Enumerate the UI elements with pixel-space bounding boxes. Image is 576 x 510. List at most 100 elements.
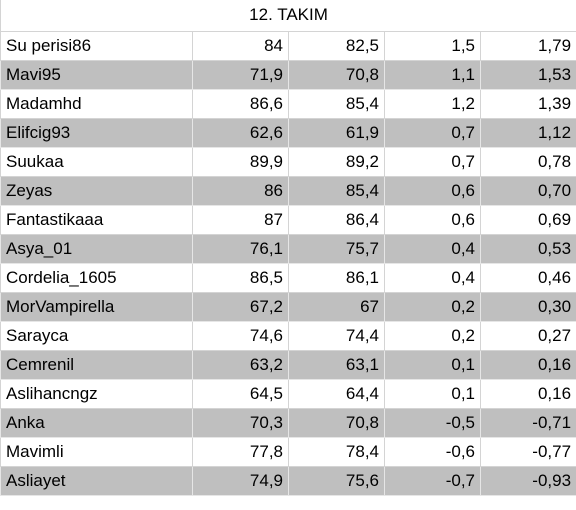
- name-cell: Asliayet: [0, 465, 193, 496]
- value-cell: 86,4: [288, 204, 385, 235]
- name-cell: Aslihancngz: [0, 378, 193, 409]
- title-row: 12. TAKIM: [0, 0, 576, 32]
- value-cell: 86,6: [192, 88, 289, 119]
- name-cell: Zeyas: [0, 175, 193, 206]
- name-cell: Mavi95: [0, 59, 193, 90]
- value-cell: 0,2: [384, 291, 481, 322]
- value-cell: 1,5: [384, 30, 481, 61]
- value-cell: 74,6: [192, 320, 289, 351]
- value-cell: -0,6: [384, 436, 481, 467]
- value-cell: 1,79: [479, 30, 576, 61]
- name-cell: MorVampirella: [0, 291, 193, 322]
- table-row: Fantastikaaa 87 86,4 0,6 0,69: [0, 204, 576, 235]
- value-cell: 74,9: [192, 465, 289, 496]
- value-cell: 77,8: [192, 436, 289, 467]
- value-cell: -0,93: [479, 465, 576, 496]
- score-table: 12. TAKIM Su perisi86 84 82,5 1,5 1,79 Mavi95…: [0, 0, 576, 496]
- table-row: Cordelia_1605 86,5 86,1 0,4 0,46: [0, 262, 576, 293]
- value-cell: 89,9: [192, 146, 289, 177]
- value-cell: 0,16: [479, 378, 576, 409]
- name-cell: Mavimli: [0, 436, 193, 467]
- name-cell: Fantastikaaa: [0, 204, 193, 235]
- value-cell: 1,1: [384, 59, 481, 90]
- value-cell: 84: [192, 30, 289, 61]
- name-cell: Suukaa: [0, 146, 193, 177]
- table-row: Zeyas 86 85,4 0,6 0,70: [0, 175, 576, 206]
- value-cell: 89,2: [288, 146, 385, 177]
- value-cell: 1,39: [479, 88, 576, 119]
- value-cell: -0,5: [384, 407, 481, 438]
- table-row: MorVampirella 67,2 67 0,2 0,30: [0, 291, 576, 322]
- table-row: Suukaa 89,9 89,2 0,7 0,78: [0, 146, 576, 177]
- value-cell: 0,6: [384, 204, 481, 235]
- value-cell: 1,53: [479, 59, 576, 90]
- value-cell: 82,5: [288, 30, 385, 61]
- value-cell: 0,16: [479, 349, 576, 380]
- value-cell: 0,4: [384, 262, 481, 293]
- value-cell: 86,5: [192, 262, 289, 293]
- value-cell: 85,4: [288, 88, 385, 119]
- value-cell: 70,8: [288, 59, 385, 90]
- value-cell: 63,2: [192, 349, 289, 380]
- value-cell: 0,7: [384, 146, 481, 177]
- value-cell: 71,9: [192, 59, 289, 90]
- value-cell: 61,9: [288, 117, 385, 148]
- value-cell: 1,2: [384, 88, 481, 119]
- value-cell: 0,1: [384, 349, 481, 380]
- name-cell: Asya_01: [0, 233, 193, 264]
- value-cell: 0,7: [384, 117, 481, 148]
- table-row: Asya_01 76,1 75,7 0,4 0,53: [0, 233, 576, 264]
- table-body: 12. TAKIM Su perisi86 84 82,5 1,5 1,79 Mavi95…: [0, 0, 576, 496]
- value-cell: 64,5: [192, 378, 289, 409]
- value-cell: 0,69: [479, 204, 576, 235]
- name-cell: Anka: [0, 407, 193, 438]
- name-cell: Su perisi86: [0, 30, 193, 61]
- table-row: Anka 70,3 70,8 -0,5 -0,71: [0, 407, 576, 438]
- value-cell: 67,2: [192, 291, 289, 322]
- table-row: Sarayca 74,6 74,4 0,2 0,27: [0, 320, 576, 351]
- name-cell: Cemrenil: [0, 349, 193, 380]
- value-cell: 75,7: [288, 233, 385, 264]
- value-cell: 0,53: [479, 233, 576, 264]
- value-cell: 0,27: [479, 320, 576, 351]
- value-cell: 64,4: [288, 378, 385, 409]
- table-row: Su perisi86 84 82,5 1,5 1,79: [0, 30, 576, 61]
- table-row: Madamhd 86,6 85,4 1,2 1,39: [0, 88, 576, 119]
- value-cell: 86: [192, 175, 289, 206]
- value-cell: -0,7: [384, 465, 481, 496]
- table-row: Elifcig93 62,6 61,9 0,7 1,12: [0, 117, 576, 148]
- table-row: Mavi95 71,9 70,8 1,1 1,53: [0, 59, 576, 90]
- value-cell: 63,1: [288, 349, 385, 380]
- name-cell: Madamhd: [0, 88, 193, 119]
- value-cell: 0,30: [479, 291, 576, 322]
- table-row: Aslihancngz 64,5 64,4 0,1 0,16: [0, 378, 576, 409]
- value-cell: -0,71: [479, 407, 576, 438]
- name-cell: Sarayca: [0, 320, 193, 351]
- table-row: Mavimli 77,8 78,4 -0,6 -0,77: [0, 436, 576, 467]
- table-row: Cemrenil 63,2 63,1 0,1 0,16: [0, 349, 576, 380]
- value-cell: 0,46: [479, 262, 576, 293]
- value-cell: 0,78: [479, 146, 576, 177]
- value-cell: 87: [192, 204, 289, 235]
- value-cell: 0,6: [384, 175, 481, 206]
- value-cell: 70,8: [288, 407, 385, 438]
- value-cell: -0,77: [479, 436, 576, 467]
- value-cell: 86,1: [288, 262, 385, 293]
- value-cell: 85,4: [288, 175, 385, 206]
- value-cell: 70,3: [192, 407, 289, 438]
- value-cell: 75,6: [288, 465, 385, 496]
- value-cell: 67: [288, 291, 385, 322]
- value-cell: 0,2: [384, 320, 481, 351]
- value-cell: 0,1: [384, 378, 481, 409]
- name-cell: Cordelia_1605: [0, 262, 193, 293]
- value-cell: 62,6: [192, 117, 289, 148]
- value-cell: 76,1: [192, 233, 289, 264]
- name-cell: Elifcig93: [0, 117, 193, 148]
- value-cell: 0,70: [479, 175, 576, 206]
- table-title: 12. TAKIM: [0, 0, 576, 32]
- value-cell: 78,4: [288, 436, 385, 467]
- value-cell: 74,4: [288, 320, 385, 351]
- value-cell: 1,12: [479, 117, 576, 148]
- table-row: Asliayet 74,9 75,6 -0,7 -0,93: [0, 465, 576, 496]
